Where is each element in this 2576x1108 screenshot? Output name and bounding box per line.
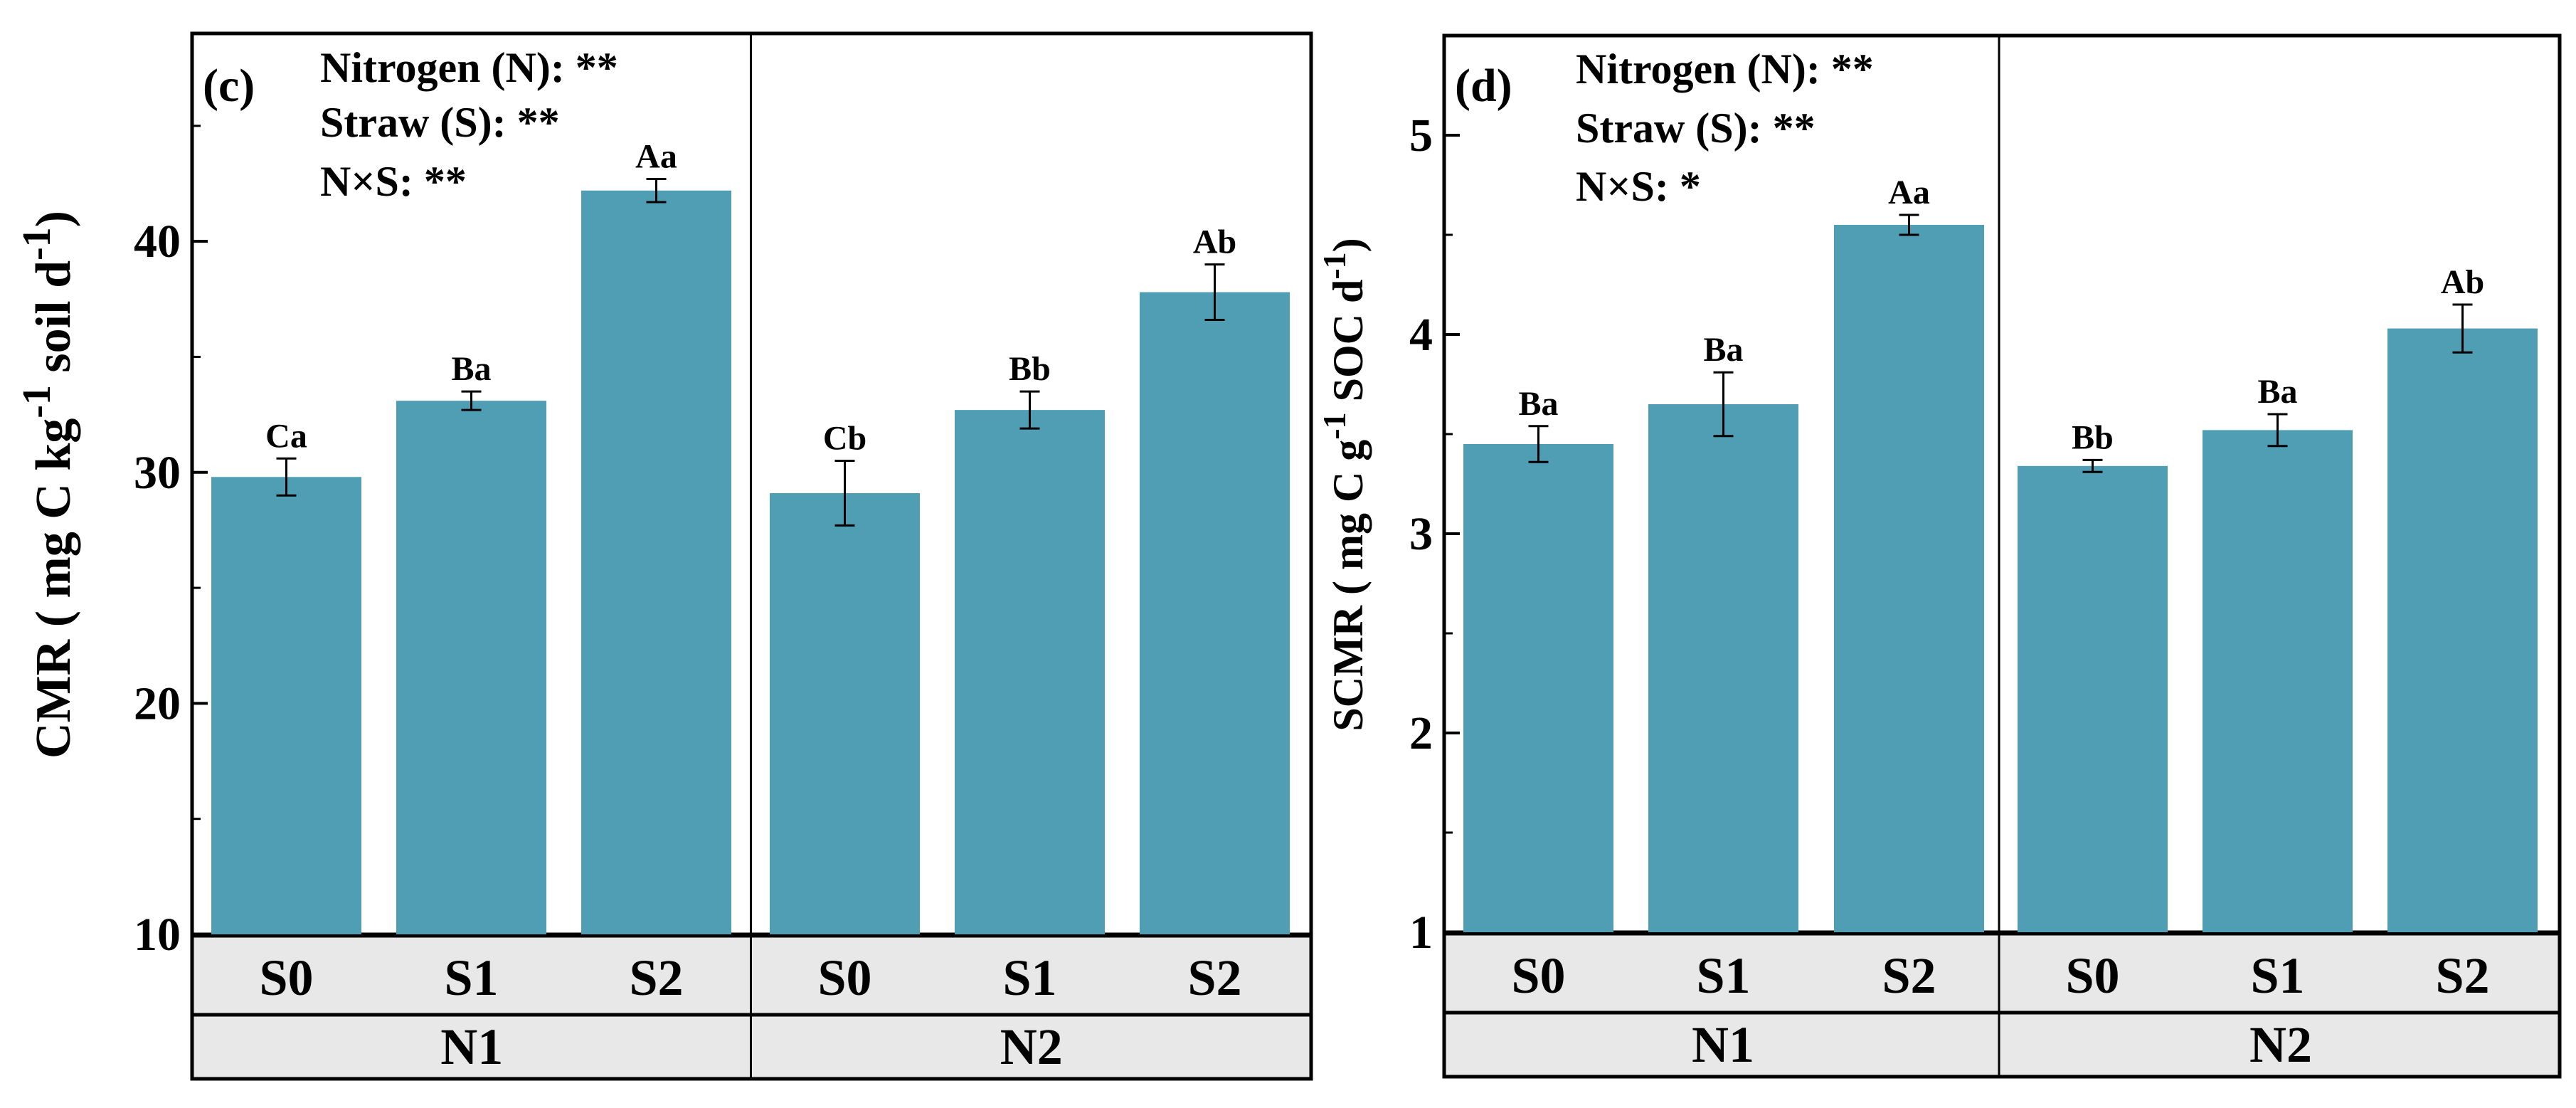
error-bar — [1204, 263, 1225, 322]
stat-straw: Straw (S): ** — [1576, 105, 1816, 152]
bar-significance-label: Ba — [1518, 385, 1558, 423]
chart-panel-d: (d) Nitrogen (N): ** Straw (S): ** N×S: … — [1316, 33, 2562, 1079]
bar-n2-s1 — [2203, 430, 2353, 932]
bar-n2-s1 — [955, 410, 1105, 934]
error-bar — [1528, 425, 1549, 463]
bar-n1-s2 — [1834, 225, 1984, 932]
error-bar — [1019, 390, 1040, 430]
bar-significance-label: Ab — [2441, 263, 2484, 301]
y-tick-label: 3 — [1409, 508, 1433, 560]
y-tick-label: 30 — [134, 447, 181, 499]
bar-n1-s0 — [211, 477, 361, 934]
x-category-label: S2 — [2435, 947, 2489, 1004]
bar-n1-s0 — [1463, 444, 1613, 932]
bar-significance-label: Cb — [823, 420, 866, 458]
x-category-label: S1 — [1696, 947, 1750, 1004]
y-tick-label: 10 — [134, 909, 181, 961]
x-category-label: S1 — [444, 949, 498, 1006]
error-bar — [1713, 371, 1734, 438]
category-band — [1442, 930, 2562, 1079]
error-bar — [2267, 413, 2288, 448]
bar-significance-label: Aa — [635, 138, 677, 176]
stat-straw: Straw (S): ** — [320, 99, 560, 146]
bar-n2-s0 — [770, 492, 920, 934]
x-category-label: S0 — [259, 949, 313, 1006]
y-tick-label: 2 — [1409, 707, 1433, 759]
bar-n1-s1 — [396, 401, 546, 934]
panel-label: (d) — [1455, 60, 1512, 112]
plot-frame — [1442, 33, 2562, 936]
chart-panel-c: (c) Nitrogen (N): ** Straw (S): ** N×S: … — [15, 31, 1313, 1081]
error-bar — [2082, 458, 2103, 473]
error-bar — [2452, 303, 2473, 354]
stat-interaction: N×S: ** — [320, 158, 467, 205]
bar-n2-s0 — [2018, 465, 2168, 932]
x-group-label: N1 — [1692, 1016, 1754, 1073]
stat-nitrogen: Nitrogen (N): ** — [1576, 46, 1874, 93]
panel-label: (c) — [203, 60, 255, 112]
error-bar — [646, 178, 667, 204]
stat-interaction: N×S: * — [1576, 163, 1701, 210]
x-group-label: N2 — [2249, 1016, 2312, 1073]
bar-significance-label: Ba — [451, 350, 491, 388]
y-tick-label: 40 — [134, 216, 181, 268]
bar-significance-label: Bb — [2072, 418, 2114, 456]
x-category-label: S2 — [1187, 949, 1241, 1006]
x-category-label: S2 — [1882, 947, 1936, 1004]
stat-nitrogen: Nitrogen (N): ** — [320, 44, 618, 91]
x-category-label: S0 — [1511, 947, 1565, 1004]
bar-significance-label: Aa — [1888, 174, 1930, 211]
y-tick-label: 4 — [1409, 309, 1433, 361]
y-tick-label: 1 — [1409, 907, 1433, 959]
error-bar — [1899, 213, 1919, 236]
x-category-label: S0 — [817, 949, 871, 1006]
error-bar — [834, 460, 855, 527]
bar-n1-s1 — [1648, 404, 1798, 932]
bar-n2-s2 — [1140, 292, 1290, 935]
y-tick-label: 5 — [1409, 110, 1433, 162]
bar-n2-s2 — [2387, 328, 2538, 933]
bar-significance-label: Bb — [1009, 350, 1051, 388]
bar-significance-label: Ca — [265, 417, 307, 455]
x-category-label: S1 — [2250, 947, 2304, 1004]
error-bar — [461, 390, 482, 411]
bar-significance-label: Ba — [2257, 373, 2297, 411]
x-category-label: S0 — [2065, 947, 2119, 1004]
bar-significance-label: Ba — [1703, 331, 1743, 369]
bar-significance-label: Ab — [1193, 223, 1236, 261]
x-group-label: N2 — [1000, 1018, 1063, 1075]
error-bar — [276, 457, 297, 497]
bar-n1-s2 — [581, 190, 731, 934]
y-axis-label: SCMR ( mg C g-1 SOC d-1) — [1316, 238, 1372, 731]
x-category-label: S1 — [1002, 949, 1056, 1006]
x-category-label: S2 — [629, 949, 683, 1006]
y-axis-label: CMR ( mg C kg-1 soil d-1) — [15, 211, 81, 759]
y-tick-label: 20 — [134, 677, 181, 729]
x-group-label: N1 — [440, 1018, 503, 1075]
